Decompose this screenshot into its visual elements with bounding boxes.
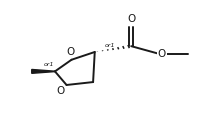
Text: O: O: [158, 49, 166, 59]
Text: or1: or1: [105, 43, 115, 48]
Text: O: O: [57, 86, 65, 96]
Text: or1: or1: [43, 62, 54, 67]
Text: O: O: [67, 46, 75, 56]
Polygon shape: [32, 69, 55, 73]
Text: O: O: [127, 14, 135, 24]
